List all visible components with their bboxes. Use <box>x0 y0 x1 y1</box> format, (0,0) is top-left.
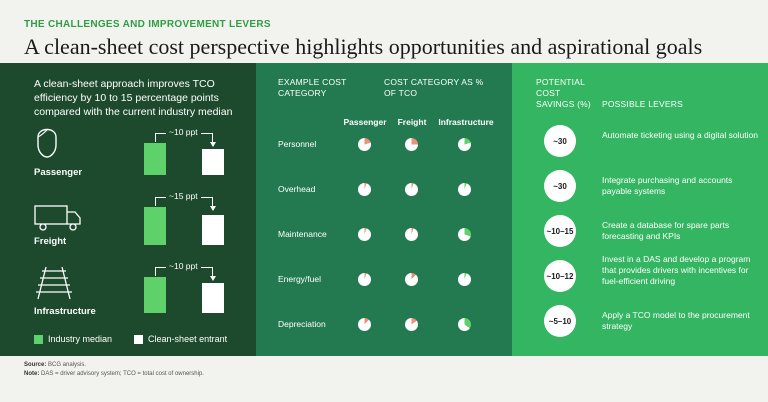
row-label: Depreciation <box>278 319 326 329</box>
savings-circle: ~30 <box>544 170 576 202</box>
gap-label: ~10 ppt <box>166 261 201 271</box>
railway-track-icon <box>36 266 72 300</box>
row-label: Energy/fuel <box>278 274 321 284</box>
savings-circle: ~10–12 <box>544 260 576 292</box>
industry-median-bar <box>144 143 166 175</box>
savings-circle: ~5–10 <box>544 305 576 337</box>
page-title: A clean-sheet cost perspective highlight… <box>24 34 703 59</box>
pie-infrastructure <box>458 183 471 196</box>
pie-infrastructure <box>458 273 471 286</box>
legend-label-clean: Clean-sheet entrant <box>148 334 228 344</box>
potential-savings-header: POTENTIAL COST SAVINGS (%) <box>536 77 591 109</box>
lever-text: Create a database for spare parts foreca… <box>602 220 730 241</box>
lever-text: Automate ticketing using a digital solut… <box>602 130 758 140</box>
legend: Industry median Clean-sheet entrant <box>34 334 227 344</box>
gap-label: ~15 ppt <box>166 191 201 201</box>
legend-swatch-industry <box>34 334 43 344</box>
column-header-freight: Freight <box>397 117 427 127</box>
industry-median-bar <box>144 277 166 313</box>
row-label: Overhead <box>278 184 316 194</box>
pie-freight <box>405 318 418 331</box>
intro-text: A clean-sheet approach improves TCO effi… <box>34 78 233 118</box>
pie-freight <box>405 273 418 286</box>
gap-label: ~10 ppt <box>166 127 201 137</box>
pie-freight <box>405 138 418 151</box>
pie-passenger <box>358 273 371 286</box>
tco-efficiency-panel: A clean-sheet approach improves TCO effi… <box>0 63 256 356</box>
legend-label-industry: Industry median <box>48 334 113 344</box>
industry-median-bar <box>144 207 166 245</box>
lever-text: Integrate purchasing and accounts payabl… <box>602 175 733 196</box>
pie-passenger <box>358 138 371 151</box>
possible-levers-header: POSSIBLE LEVERS <box>602 99 683 109</box>
clean-sheet-bar <box>202 283 224 313</box>
lever-text: Invest in a DAS and develop a program th… <box>602 254 751 286</box>
example-cost-category-header: EXAMPLE COST CATEGORY <box>278 77 347 98</box>
clean-sheet-bar <box>202 215 224 245</box>
savings-circle: ~10–15 <box>544 215 576 247</box>
lever-text: Apply a TCO model to the procurement str… <box>602 310 750 331</box>
pie-passenger <box>358 318 371 331</box>
source-line: Source: BCG analysis. <box>24 362 87 368</box>
pie-passenger <box>358 183 371 196</box>
segment-freight: Freight ~15 ppt <box>0 191 256 267</box>
segment-label: Infrastructure <box>34 306 96 317</box>
pie-infrastructure <box>458 318 471 331</box>
legend-swatch-clean <box>134 334 144 344</box>
segment-label: Passenger <box>34 167 83 178</box>
savings-circle: ~30 <box>544 125 576 157</box>
cost-pct-header: COST CATEGORY AS % OF TCO <box>384 77 484 98</box>
segment-infrastructure: Infrastructure ~10 ppt <box>0 261 256 331</box>
cost-category-panel: EXAMPLE COST CATEGORY COST CATEGORY AS %… <box>256 63 512 356</box>
truck-icon <box>34 205 81 231</box>
column-header-passenger: Passenger <box>343 117 387 127</box>
row-label: Personnel <box>278 139 317 149</box>
row-label: Maintenance <box>278 229 327 239</box>
clean-sheet-bar <box>202 149 224 175</box>
pie-freight <box>405 228 418 241</box>
column-header-infrastructure: Infrastructure <box>438 117 494 127</box>
pie-freight <box>405 183 418 196</box>
eyebrow: THE CHALLENGES AND IMPROVEMENT LEVERS <box>24 19 271 30</box>
pie-infrastructure <box>458 228 471 241</box>
pie-passenger <box>358 228 371 241</box>
pie-infrastructure <box>458 138 471 151</box>
segment-passenger: Passenger ~10 ppt <box>0 123 256 193</box>
note-line: Note: DAS = driver advisory system; TCO … <box>24 371 204 377</box>
segment-label: Freight <box>34 236 67 247</box>
savings-panel: POTENTIAL COST SAVINGS (%) POSSIBLE LEVE… <box>512 63 768 356</box>
person-icon <box>37 128 57 158</box>
